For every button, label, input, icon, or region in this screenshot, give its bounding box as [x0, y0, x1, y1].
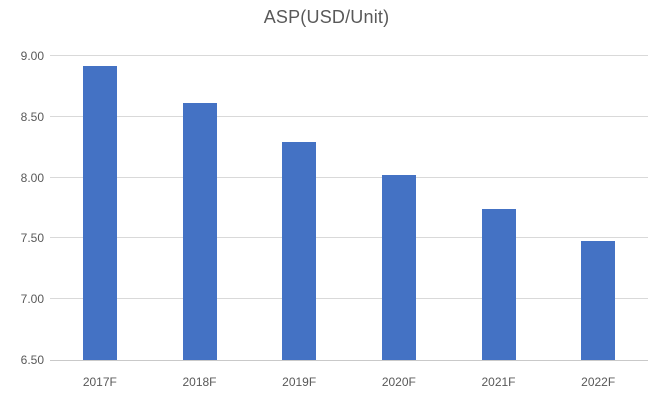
gridline-6.50 — [50, 360, 648, 361]
x-axis-tick-2018F: 2018F — [182, 375, 217, 389]
bar-2020F — [381, 175, 416, 360]
y-axis-tick-6.50: 6.50 — [20, 353, 44, 367]
gridline-9.00 — [50, 55, 648, 56]
y-axis-tick-7.00: 7.00 — [20, 292, 44, 307]
gridline-8.50 — [50, 115, 648, 117]
y-axis-tick-8.00: 8.00 — [20, 170, 44, 185]
bar-2018F — [182, 103, 217, 360]
bar-2022F — [581, 240, 616, 360]
bar-2019F — [282, 142, 317, 360]
chart-title: ASP(USD/Unit) — [263, 7, 390, 27]
gridline-7.00 — [50, 298, 648, 300]
bar-2021F — [481, 209, 516, 360]
x-axis-tick-2017F: 2017F — [82, 375, 117, 389]
x-axis-tick-2022F: 2022F — [581, 375, 616, 389]
y-axis-tick-8.50: 8.50 — [20, 109, 44, 124]
x-axis-tick-2019F: 2019F — [282, 375, 317, 389]
bar-2017F — [82, 65, 117, 360]
y-axis-tick-9.00: 9.00 — [20, 49, 44, 63]
gridline-7.50 — [50, 237, 648, 239]
x-axis-tick-2020F: 2020F — [381, 375, 416, 389]
y-axis-tick-7.50: 7.50 — [20, 231, 44, 246]
x-axis-tick-2021F: 2021F — [481, 375, 516, 389]
gridline-8.00 — [50, 176, 648, 178]
plot-area — [50, 55, 648, 361]
